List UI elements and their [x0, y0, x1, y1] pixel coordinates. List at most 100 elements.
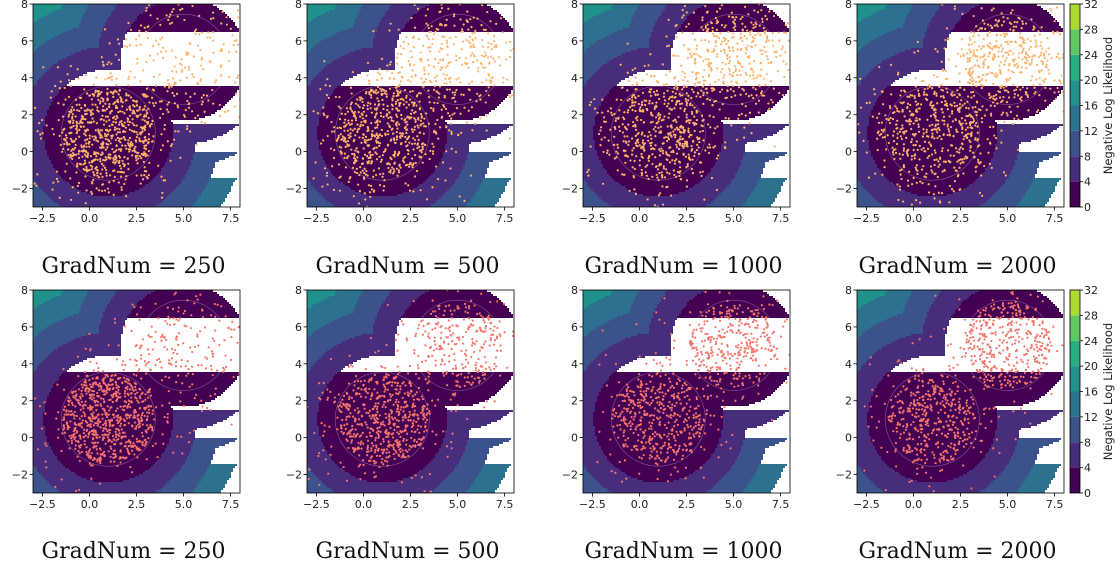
sample-point	[71, 412, 74, 416]
sample-point	[747, 55, 751, 58]
sample-point	[892, 134, 895, 137]
sample-point	[407, 103, 411, 106]
sample-point	[380, 93, 383, 97]
sample-point	[979, 83, 983, 87]
sample-point	[107, 191, 110, 194]
sample-point	[667, 136, 670, 139]
sample-point	[141, 435, 144, 438]
sample-point	[1041, 47, 1044, 50]
sample-point	[690, 55, 693, 59]
sample-point	[922, 93, 926, 96]
sample-point	[124, 144, 127, 147]
sample-point	[76, 130, 79, 133]
sample-point	[151, 444, 155, 448]
sample-point	[109, 460, 112, 463]
sample-point	[938, 157, 942, 161]
sample-point	[696, 136, 699, 139]
sample-point	[112, 438, 115, 441]
sample-point	[606, 149, 609, 152]
sample-point	[339, 127, 343, 130]
sample-point	[98, 382, 101, 385]
sample-point	[120, 98, 123, 101]
sample-point	[938, 135, 941, 138]
sample-point	[926, 87, 929, 90]
sample-point	[126, 118, 130, 121]
sample-point	[134, 344, 137, 348]
sample-point	[111, 413, 115, 416]
sample-point	[751, 68, 754, 71]
sample-point	[737, 60, 740, 63]
sample-point	[426, 24, 430, 27]
sample-point	[117, 111, 120, 114]
sample-point	[622, 173, 625, 176]
sample-point	[925, 128, 928, 131]
x-tick-label: 2.5	[128, 498, 146, 511]
sample-point	[730, 11, 733, 14]
sample-point	[135, 364, 138, 367]
sample-point	[130, 384, 133, 388]
sample-point	[668, 112, 671, 115]
sample-point	[947, 58, 950, 61]
sample-point	[458, 195, 461, 198]
sample-point	[771, 101, 774, 104]
sample-point	[1058, 57, 1061, 60]
sample-point	[378, 73, 382, 76]
sample-point	[492, 34, 496, 38]
sample-point	[441, 66, 444, 69]
sample-point	[720, 4, 724, 7]
sample-point	[655, 173, 658, 176]
sample-point	[603, 120, 606, 123]
sample-point	[85, 145, 88, 148]
sample-point	[1009, 40, 1012, 43]
sample-point	[670, 194, 673, 197]
sample-point	[357, 111, 360, 114]
sample-point	[99, 136, 102, 139]
sample-point	[411, 130, 414, 133]
sample-point	[961, 158, 964, 161]
sample-point	[962, 161, 965, 164]
sample-point	[134, 358, 137, 362]
sample-point	[92, 178, 95, 182]
sample-point	[1024, 22, 1028, 25]
sample-point	[654, 125, 657, 129]
sample-point	[481, 66, 485, 69]
sample-point	[880, 121, 883, 124]
sample-point	[353, 127, 356, 130]
sample-point	[118, 457, 121, 460]
sample-point	[365, 154, 369, 158]
sample-point	[739, 17, 742, 21]
sample-point	[902, 143, 905, 146]
sample-point	[970, 73, 973, 76]
sample-point	[1010, 70, 1013, 73]
sample-point	[128, 416, 131, 419]
sample-point	[913, 154, 916, 157]
sample-point	[163, 415, 166, 419]
sample-point	[108, 383, 111, 387]
sample-point	[135, 425, 138, 428]
sample-point	[673, 77, 676, 80]
sample-point	[944, 160, 947, 163]
sample-point	[684, 155, 688, 158]
sample-point	[752, 70, 755, 74]
sample-point	[386, 64, 389, 67]
sample-point	[71, 117, 74, 120]
sample-point	[920, 148, 923, 151]
sample-point	[125, 417, 128, 420]
sample-point	[139, 126, 143, 129]
sample-point	[1012, 52, 1015, 55]
sample-point	[787, 68, 790, 72]
sample-point	[651, 153, 654, 156]
sample-point	[391, 166, 394, 169]
sample-point	[988, 94, 991, 97]
sample-point	[655, 89, 659, 92]
sample-point	[122, 435, 126, 438]
sample-point	[1037, 55, 1040, 59]
sample-point	[106, 413, 109, 416]
sample-point	[923, 140, 927, 143]
sample-point	[139, 388, 142, 391]
sample-point	[132, 104, 135, 107]
sample-point	[1022, 47, 1025, 50]
sample-point	[101, 152, 104, 156]
sample-point	[90, 398, 93, 401]
sample-point	[362, 104, 366, 107]
